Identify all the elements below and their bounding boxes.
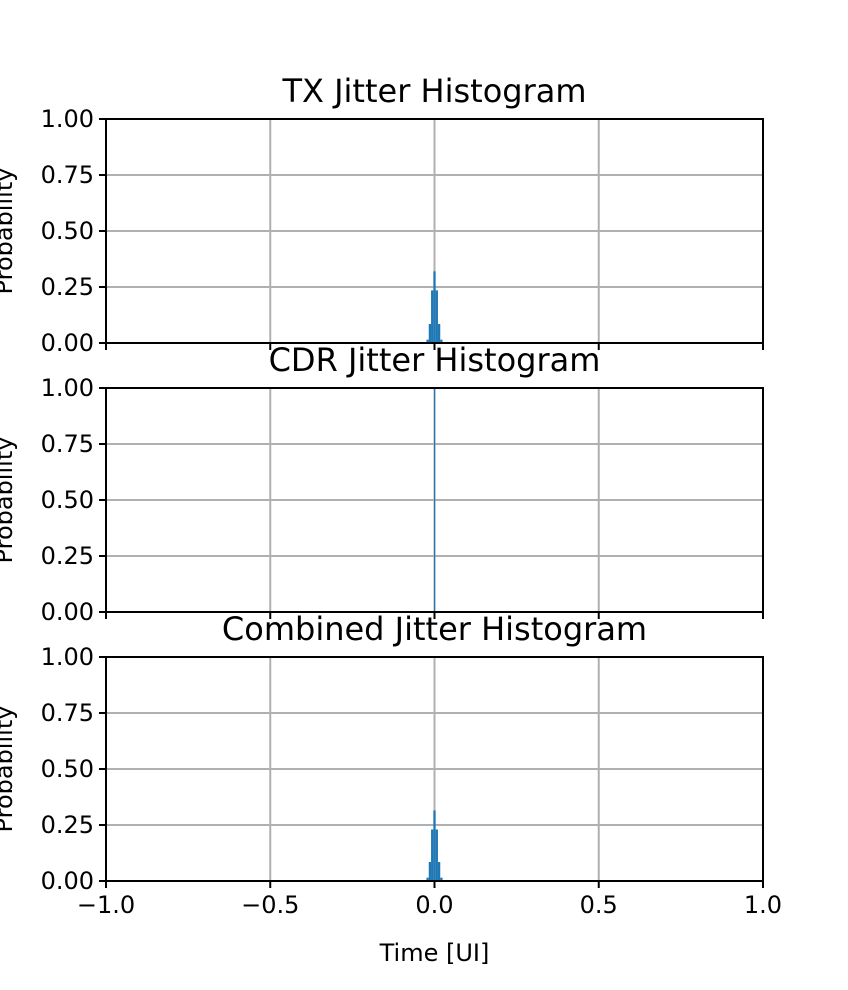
- histogram-bar: [428, 861, 432, 881]
- histogram-bar: [431, 829, 434, 881]
- chart-title: CDR Jitter Histogram: [269, 341, 601, 379]
- chart-title: TX Jitter Histogram: [281, 72, 586, 110]
- histogram-bar: [426, 877, 429, 881]
- y-tick-label: 1.00: [41, 105, 94, 133]
- y-tick-label: 0.00: [41, 598, 94, 626]
- y-tick-label: 1.00: [41, 643, 94, 671]
- y-axis-label: Probability: [0, 168, 18, 295]
- y-tick-label: 0.00: [41, 329, 94, 357]
- histogram-bar: [437, 323, 441, 343]
- histogram-bar: [434, 388, 436, 612]
- y-tick-label: 0.25: [41, 542, 94, 570]
- x-axis-label: Time [UI]: [379, 939, 490, 967]
- chart-title: Combined Jitter Histogram: [222, 610, 647, 648]
- x-tick-label: −0.5: [241, 891, 299, 919]
- histogram-bar: [428, 323, 432, 343]
- y-tick-label: 0.75: [41, 699, 94, 727]
- y-tick-label: 0.75: [41, 161, 94, 189]
- x-tick-label: −1.0: [77, 891, 135, 919]
- y-tick-label: 0.75: [41, 430, 94, 458]
- histogram-bar: [431, 290, 434, 343]
- x-tick-label: 0.0: [415, 891, 453, 919]
- x-tick-label: 0.5: [580, 891, 618, 919]
- y-axis-label: Probability: [0, 706, 18, 833]
- histogram-bar: [440, 339, 443, 343]
- histogram-bar: [433, 810, 436, 881]
- chart-panel-3: 0.00 0.25 0.50 0.75 1.00 −1.0 −0.5 0.0 0.5 1.0 Com…: [0, 610, 782, 967]
- y-axis-label: Probability: [0, 437, 18, 564]
- chart-panel-2: 0.00 0.25 0.50 0.75 1.00 CDR Jitter Histogram…: [0, 341, 764, 626]
- y-tick-label: 0.25: [41, 273, 94, 301]
- y-tick-label: 1.00: [41, 374, 94, 402]
- histogram-bar: [440, 877, 443, 881]
- histogram-bar: [437, 861, 441, 881]
- histogram-bar: [426, 339, 429, 343]
- y-tick-label: 0.50: [41, 486, 94, 514]
- y-tick-label: 0.25: [41, 811, 94, 839]
- histogram-bar: [435, 290, 438, 343]
- x-tick-label: 1.0: [744, 891, 782, 919]
- y-tick-label: 0.50: [41, 217, 94, 245]
- chart-panel-1: 0.00 0.25 0.50 0.75 1.00 TX Jitter Histogram P…: [0, 72, 764, 357]
- y-tick-label: 0.50: [41, 755, 94, 783]
- y-tick-label: 0.00: [41, 867, 94, 895]
- histogram-bar: [435, 829, 438, 881]
- histogram-bar: [433, 271, 436, 343]
